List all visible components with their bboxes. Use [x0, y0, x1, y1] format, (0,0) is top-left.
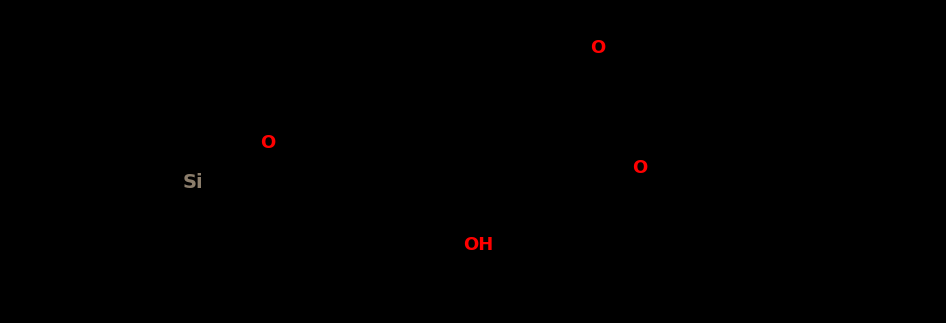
Text: O: O — [632, 159, 648, 177]
Text: OH: OH — [463, 236, 493, 254]
Text: O: O — [260, 134, 275, 152]
Text: O: O — [590, 39, 605, 57]
Text: Si: Si — [183, 173, 203, 193]
